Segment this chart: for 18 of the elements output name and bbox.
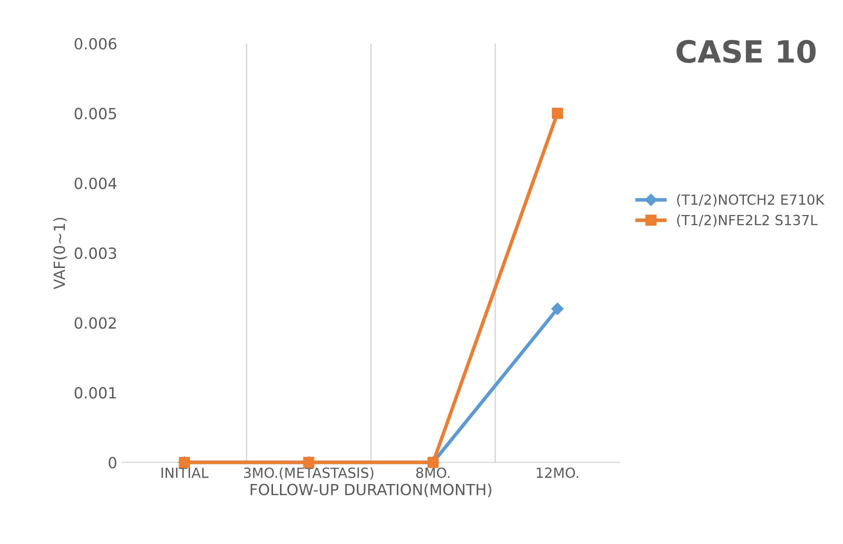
- x-tick-label: 12MO.: [536, 468, 578, 478]
- y-axis-title: VAF(0~1): [53, 218, 67, 290]
- x-tick-label: 8MO.: [416, 468, 450, 478]
- y-tick-label: 0.002: [74, 317, 116, 329]
- point: [551, 302, 564, 315]
- point: [552, 108, 563, 119]
- x-axis-title: FOLLOW-UP DURATION(MONTH): [250, 483, 492, 498]
- x-tick-label: INITIAL: [162, 468, 209, 478]
- y-tick-label: 0.004: [74, 178, 117, 190]
- legend-label: (T1/2)NFE2L2 S137L: [677, 214, 818, 227]
- y-tick-label: 0.005: [74, 108, 116, 120]
- text: CASE 10: [676, 40, 816, 63]
- x-tick-label: 3MO.(METASTASIS): [244, 467, 374, 480]
- y-tick-label: 0.001: [74, 387, 116, 399]
- y-tick-label: 0.003: [74, 247, 116, 259]
- legend-label: (T1/2)NOTCH2 E710K: [677, 194, 825, 207]
- y-tick-label: 0.006: [74, 38, 116, 50]
- y-tick-label: 0: [108, 456, 116, 468]
